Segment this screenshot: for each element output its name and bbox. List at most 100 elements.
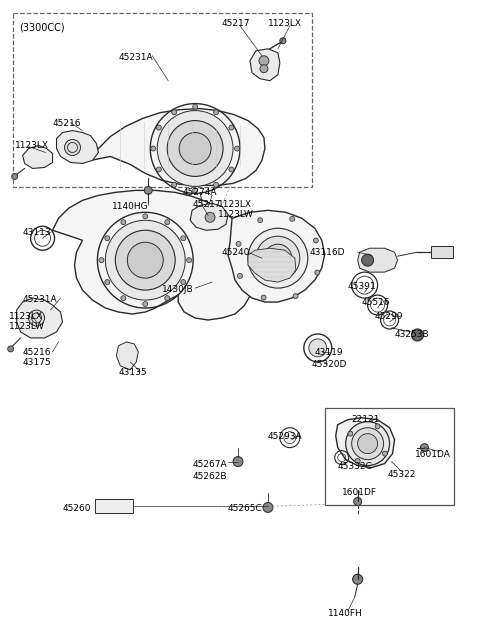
Text: 43175: 43175 <box>23 358 51 367</box>
Circle shape <box>105 280 110 284</box>
Text: 1123LX: 1123LX <box>15 141 48 150</box>
Text: 45217: 45217 <box>222 19 251 28</box>
Circle shape <box>205 212 215 222</box>
Text: 1123LW: 1123LW <box>9 322 45 331</box>
Circle shape <box>263 502 273 512</box>
Polygon shape <box>52 190 252 320</box>
Circle shape <box>156 125 161 130</box>
Circle shape <box>229 167 234 172</box>
Text: 45299: 45299 <box>374 312 403 321</box>
Circle shape <box>187 258 192 263</box>
Bar <box>96 500 133 514</box>
Text: 43116D: 43116D <box>310 248 345 258</box>
Circle shape <box>353 574 363 584</box>
Text: 45293A: 45293A <box>268 432 302 441</box>
Text: 45231A: 45231A <box>119 53 153 62</box>
Circle shape <box>375 424 380 429</box>
Circle shape <box>121 220 126 225</box>
Circle shape <box>248 228 308 288</box>
Text: 43253B: 43253B <box>395 330 429 339</box>
Circle shape <box>313 238 318 243</box>
Circle shape <box>143 302 148 307</box>
Text: 45267A: 45267A <box>192 459 227 468</box>
Circle shape <box>192 104 198 109</box>
Polygon shape <box>57 130 98 164</box>
Text: 45265C: 45265C <box>228 504 263 514</box>
Circle shape <box>143 214 148 219</box>
Circle shape <box>355 458 360 463</box>
Circle shape <box>121 296 126 301</box>
Circle shape <box>181 236 186 241</box>
Bar <box>325 408 455 505</box>
Text: 1123LX: 1123LX <box>268 19 302 28</box>
Text: 1123LX: 1123LX <box>9 312 43 321</box>
Polygon shape <box>116 342 138 370</box>
Text: 45320D: 45320D <box>312 360 347 369</box>
Circle shape <box>420 443 429 452</box>
Circle shape <box>259 56 269 66</box>
Circle shape <box>264 244 292 272</box>
Circle shape <box>383 451 387 456</box>
Circle shape <box>260 65 268 73</box>
Circle shape <box>361 254 373 266</box>
Text: 45216: 45216 <box>52 119 81 128</box>
Circle shape <box>64 139 81 155</box>
Circle shape <box>261 295 266 300</box>
Circle shape <box>214 110 218 115</box>
Circle shape <box>354 498 361 505</box>
Circle shape <box>105 236 110 241</box>
Bar <box>432 246 454 258</box>
Circle shape <box>352 427 384 459</box>
Text: 45332C: 45332C <box>338 461 372 470</box>
Polygon shape <box>23 146 52 169</box>
Text: 43113: 43113 <box>23 228 51 237</box>
Circle shape <box>284 432 296 443</box>
Text: 1140FH: 1140FH <box>328 609 362 618</box>
Circle shape <box>256 236 300 280</box>
Text: 45260: 45260 <box>62 504 91 514</box>
Polygon shape <box>228 210 325 302</box>
Circle shape <box>156 167 161 172</box>
Circle shape <box>8 346 13 352</box>
Circle shape <box>179 132 211 164</box>
Circle shape <box>192 188 198 193</box>
Text: 45516: 45516 <box>361 298 390 307</box>
Text: 22121: 22121 <box>352 415 380 424</box>
Circle shape <box>106 220 185 300</box>
Circle shape <box>235 146 240 151</box>
Circle shape <box>346 422 390 466</box>
Bar <box>12 13 312 187</box>
Polygon shape <box>17 298 62 338</box>
Text: 45216: 45216 <box>23 348 51 357</box>
Circle shape <box>165 296 170 301</box>
Text: 43135: 43135 <box>119 368 147 377</box>
Text: 1140HG: 1140HG <box>112 203 149 212</box>
Circle shape <box>157 111 233 187</box>
Text: 1601DA: 1601DA <box>415 450 450 459</box>
Circle shape <box>127 242 163 278</box>
Polygon shape <box>336 418 395 468</box>
Text: 45322: 45322 <box>387 470 416 479</box>
Text: 1601DF: 1601DF <box>342 488 377 497</box>
Circle shape <box>280 38 286 44</box>
Text: 45231A: 45231A <box>23 295 57 304</box>
Circle shape <box>236 242 241 247</box>
Circle shape <box>214 182 218 187</box>
Circle shape <box>238 273 242 279</box>
Circle shape <box>290 217 295 221</box>
Circle shape <box>411 329 423 341</box>
Circle shape <box>293 294 298 298</box>
Text: 45217: 45217 <box>192 201 221 210</box>
Polygon shape <box>90 109 265 185</box>
Circle shape <box>115 230 175 290</box>
Text: 1123LX: 1123LX <box>218 201 252 210</box>
Circle shape <box>167 121 223 176</box>
Circle shape <box>233 457 243 466</box>
Circle shape <box>258 218 263 223</box>
Circle shape <box>144 187 152 194</box>
Polygon shape <box>250 49 280 81</box>
Text: 1430JB: 1430JB <box>162 285 194 294</box>
Circle shape <box>229 125 234 130</box>
Circle shape <box>99 258 104 263</box>
Circle shape <box>172 110 177 115</box>
